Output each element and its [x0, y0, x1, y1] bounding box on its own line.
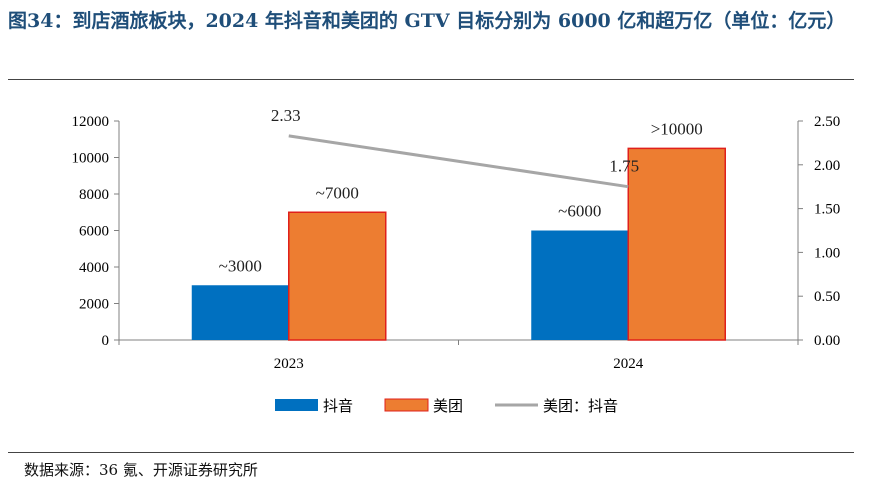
- bars: [191, 147, 726, 341]
- x-tick-label: 2023: [274, 356, 304, 372]
- left-tick-label: 6000: [79, 224, 109, 240]
- bar: [191, 285, 289, 340]
- legend-label: 美团: [433, 397, 463, 415]
- legend: 抖音 美团 美团：抖音: [275, 397, 618, 415]
- legend-label: 抖音: [323, 397, 353, 415]
- left-tick-label: 8000: [79, 187, 109, 203]
- right-tick-label: 2.50: [814, 114, 840, 130]
- legend-label: 美团：抖音: [543, 397, 618, 415]
- source-note: 数据来源：36 氪、开源证券研究所: [24, 461, 258, 479]
- right-tick-label: 0.50: [814, 289, 840, 305]
- data-labels: ~3000 ~6000 ~7000 >10000 2.33 1.75: [219, 106, 703, 275]
- source-divider: [8, 452, 854, 453]
- legend-swatch: [384, 398, 429, 412]
- ratio-line: [288, 134, 629, 189]
- bar: [627, 147, 726, 341]
- bar-label: ~3000: [219, 256, 262, 275]
- right-tick-label: 2.00: [814, 158, 840, 174]
- right-tick-label: 1.50: [814, 202, 840, 218]
- bar: [288, 211, 387, 341]
- chart-title: 图34：到店酒旅板块，2024 年抖音和美团的 GTV 目标分别为 6000 亿…: [8, 10, 846, 32]
- axes: 0 2000 4000 6000 8000 10000 12000 0.00 0.50 1.00 1…: [72, 114, 841, 372]
- line-label: 1.75: [609, 157, 639, 176]
- line-label: 2.33: [271, 106, 301, 125]
- left-tick-label: 12000: [72, 114, 110, 130]
- left-tick-label: 0: [102, 333, 110, 349]
- legend-swatch: [275, 399, 318, 411]
- left-tick-label: 4000: [79, 260, 109, 276]
- right-tick-label: 0.00: [814, 333, 840, 349]
- left-tick-label: 2000: [79, 297, 109, 313]
- title-divider: [8, 79, 854, 80]
- x-tick-label: 2024: [613, 356, 644, 372]
- bar-label: ~6000: [558, 202, 601, 221]
- bar-label: >10000: [651, 119, 703, 138]
- bar: [531, 230, 629, 340]
- right-tick-label: 1.00: [814, 245, 840, 261]
- left-tick-label: 10000: [72, 151, 110, 167]
- bar-label: ~7000: [316, 183, 359, 202]
- series-line: [288, 134, 629, 189]
